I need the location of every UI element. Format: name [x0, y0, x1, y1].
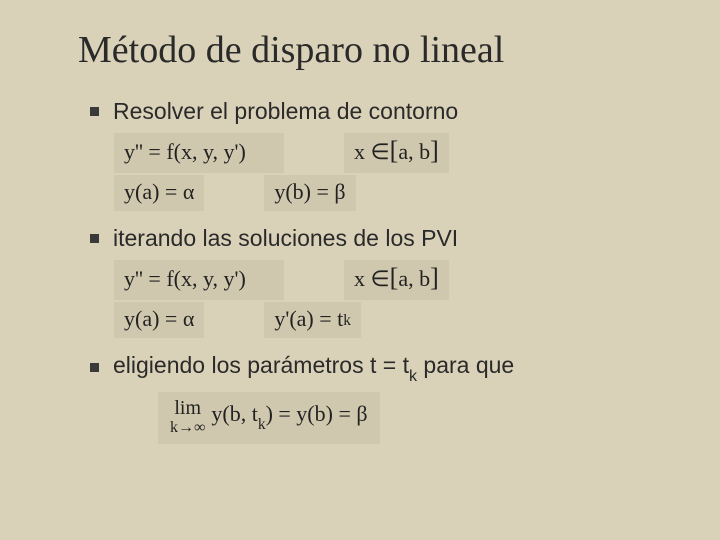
bracket-icon: ] — [430, 263, 439, 293]
eq-text: x ∈ — [354, 266, 390, 292]
eq-row: y(a) = α y'(a) = tk — [114, 302, 672, 338]
eq-row: y'' = f(x, y, y') x ∈ [ a, b ] — [114, 260, 672, 300]
bracket-icon: ] — [430, 136, 439, 166]
equation-group-2: y'' = f(x, y, y') x ∈ [ a, b ] y(a) = α … — [114, 260, 672, 338]
eq-text: x ∈ — [354, 139, 390, 165]
bullet-item-2: iterando las soluciones de los PVI — [90, 225, 672, 252]
eq-box: y(a) = α — [114, 175, 204, 211]
bullet-text-3: eligiendo los parámetros t = tk para que — [113, 352, 514, 384]
bullet-square-icon — [90, 107, 99, 116]
bullet-text-1: Resolver el problema de contorno — [113, 98, 458, 125]
eq-row: y(a) = α y(b) = β — [114, 175, 672, 211]
limit-under: k→∞ — [170, 420, 205, 436]
bullet-line: Resolver el problema de contorno — [90, 98, 672, 125]
bullet-subscript: k — [409, 367, 417, 385]
equation-limit: lim k→∞ y(b, tk) = y(b) = β — [158, 392, 380, 444]
bullet-item-3: eligiendo los parámetros t = tk para que — [90, 352, 672, 384]
eq-box: y(b) = β — [264, 175, 355, 211]
bullet-text-3-pre: eligiendo los parámetros t = t — [113, 352, 409, 378]
bullet-line: eligiendo los parámetros t = tk para que — [90, 352, 672, 384]
limit-label: lim — [174, 398, 201, 418]
eq-box: y'' = f(x, y, y') — [114, 133, 284, 173]
eq-box: y'' = f(x, y, y') — [114, 260, 284, 300]
slide: Método de disparo no lineal Resolver el … — [0, 0, 720, 540]
slide-title: Método de disparo no lineal — [78, 28, 672, 72]
bullet-line: iterando las soluciones de los PVI — [90, 225, 672, 252]
bullet-item-1: Resolver el problema de contorno — [90, 98, 672, 125]
eq-box: y(a) = α — [114, 302, 204, 338]
eq-box: x ∈ [ a, b ] — [344, 260, 449, 300]
eq-text: a, b — [398, 139, 430, 165]
bracket-icon: [ — [390, 263, 399, 293]
eq-lim-pre: y(b, t — [211, 401, 257, 426]
bullet-text-2: iterando las soluciones de los PVI — [113, 225, 458, 252]
eq-row: y'' = f(x, y, y') x ∈ [ a, b ] — [114, 133, 672, 173]
bullet-square-icon — [90, 234, 99, 243]
bullet-square-icon — [90, 363, 99, 372]
eq-lim-post: ) = y(b) = β — [266, 401, 368, 426]
eq-text: y(b, tk) = y(b) = β — [211, 401, 367, 431]
eq-subscript: k — [343, 312, 351, 330]
eq-box: x ∈ [ a, b ] — [344, 133, 449, 173]
bracket-icon: [ — [390, 136, 399, 166]
bullet-text-3-post: para que — [417, 352, 514, 378]
equation-group-1: y'' = f(x, y, y') x ∈ [ a, b ] y(a) = α … — [114, 133, 672, 211]
limit-stack: lim k→∞ — [170, 398, 205, 436]
eq-subscript: k — [258, 416, 266, 433]
eq-text: y'(a) = t — [274, 306, 343, 332]
eq-box: y'(a) = tk — [264, 302, 361, 338]
eq-text: a, b — [398, 266, 430, 292]
